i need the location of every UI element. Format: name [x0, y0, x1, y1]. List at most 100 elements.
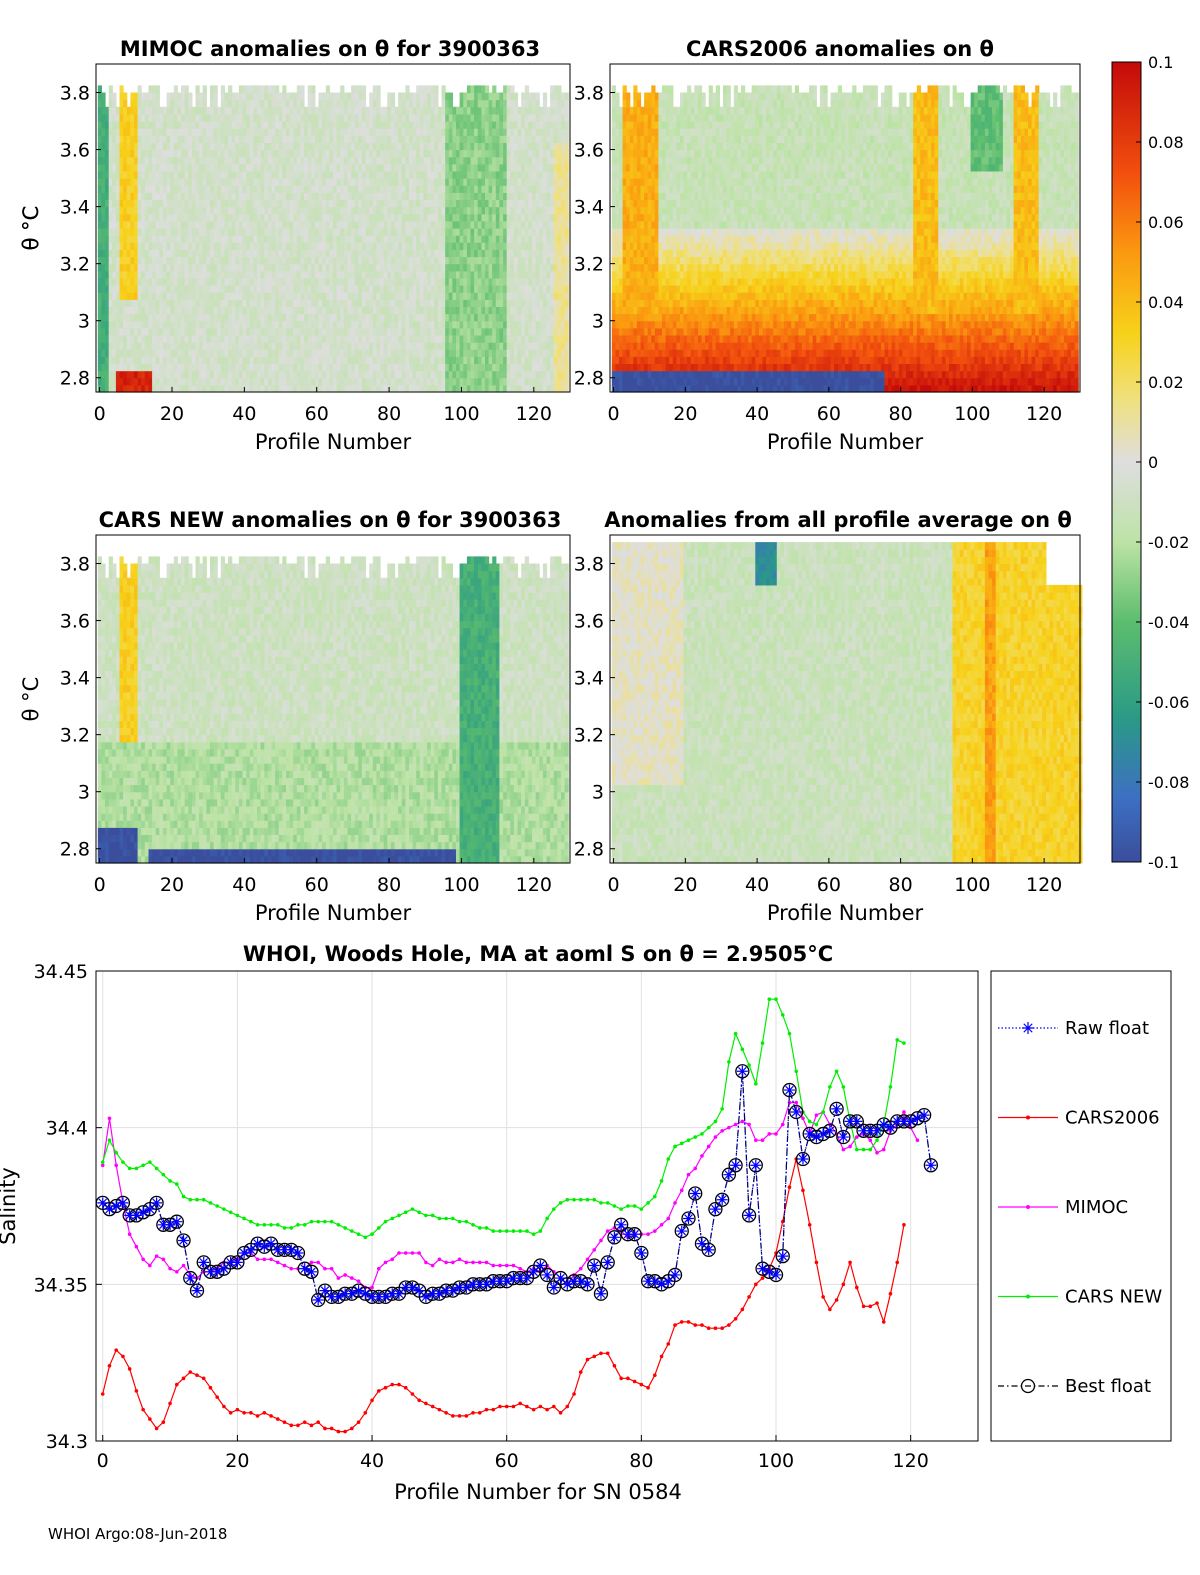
heatmap-cell — [155, 206, 160, 215]
heatmap-cell — [380, 277, 385, 286]
heatmap-cell — [119, 149, 124, 158]
heatmap-cell — [97, 106, 102, 115]
heatmap-cell — [112, 171, 117, 179]
heatmap-cell — [470, 206, 475, 215]
heatmap-cell — [423, 178, 428, 186]
heatmap-cell — [477, 235, 482, 243]
heatmap-cell — [369, 285, 374, 293]
heatmap-cell — [238, 285, 244, 293]
heatmap-cell — [423, 99, 428, 108]
heatmap-cell — [372, 149, 377, 158]
heatmap-cell — [162, 349, 168, 357]
heatmap-cell — [510, 199, 515, 208]
heatmap-cell — [463, 128, 468, 136]
heatmap-cell — [238, 199, 244, 208]
heatmap-cell — [448, 242, 453, 250]
heatmap-cell — [419, 149, 424, 158]
heatmap-cell — [452, 349, 457, 357]
heatmap-cell — [419, 335, 424, 343]
heatmap-cell — [275, 163, 280, 172]
heatmap-cell — [358, 235, 363, 243]
heatmap-cell — [296, 171, 301, 179]
heatmap-cell — [488, 206, 493, 215]
heatmap-cell — [184, 149, 189, 158]
heatmap-cell — [466, 285, 472, 293]
heatmap-cell — [188, 356, 193, 364]
heatmap-cell — [354, 199, 359, 208]
heatmap-cell — [162, 299, 168, 307]
heatmap-cell — [213, 384, 218, 393]
heatmap-cell — [275, 199, 280, 208]
heatmap-cell — [119, 384, 124, 393]
heatmap-cell — [390, 335, 396, 343]
heatmap-cell — [524, 292, 529, 300]
heatmap-cell — [195, 85, 200, 94]
heatmap-cell — [275, 192, 280, 200]
heatmap-cell — [166, 178, 171, 186]
heatmap-cell — [275, 270, 280, 279]
heatmap-cell — [231, 263, 236, 272]
heatmap-cell — [365, 335, 370, 343]
heatmap-cell — [351, 228, 356, 236]
heatmap-cell — [503, 178, 508, 186]
heatmap-cell — [126, 356, 131, 364]
heatmap-cell — [506, 270, 511, 279]
heatmap-cell — [333, 142, 338, 151]
heatmap-cell — [416, 213, 421, 222]
heatmap-cell — [144, 142, 149, 151]
heatmap-cell — [213, 363, 218, 372]
heatmap-cell — [173, 185, 178, 193]
heatmap-cell — [242, 270, 247, 279]
heatmap-cell — [97, 220, 102, 229]
heatmap-cell — [115, 142, 121, 151]
heatmap-cell — [333, 384, 338, 393]
heatmap-cell — [289, 149, 294, 158]
heatmap-cell — [286, 220, 291, 229]
heatmap-cell — [289, 327, 294, 336]
heatmap-cell — [474, 370, 479, 379]
heatmap-cell — [376, 135, 381, 143]
heatmap-cell — [314, 299, 320, 307]
heatmap-cell — [409, 349, 414, 357]
heatmap-cell — [112, 242, 117, 250]
heatmap-cell — [409, 220, 414, 229]
heatmap-cell — [340, 142, 345, 151]
heatmap-cell — [246, 92, 251, 101]
heatmap-cell — [456, 342, 461, 350]
heatmap-cell — [361, 228, 367, 236]
heatmap-cell — [162, 128, 168, 136]
heatmap-cell — [427, 285, 432, 293]
heatmap-cell — [448, 92, 453, 101]
heatmap-cell — [152, 377, 157, 386]
heatmap-cell — [470, 377, 475, 386]
heatmap-cell — [430, 285, 435, 293]
heatmap-cell — [311, 163, 316, 172]
heatmap-cell — [517, 149, 522, 158]
heatmap-cell — [213, 299, 218, 307]
heatmap-cell — [405, 370, 410, 379]
heatmap-cell — [108, 342, 113, 350]
heatmap-cell — [492, 228, 497, 236]
heatmap-cell — [390, 142, 396, 151]
heatmap-cell — [231, 206, 236, 215]
heatmap-cell — [437, 163, 443, 172]
heatmap-cell — [293, 228, 298, 236]
heatmap-cell — [253, 178, 258, 186]
heatmap-cell — [296, 306, 301, 315]
heatmap-cell — [376, 128, 381, 136]
heatmap-cell — [351, 128, 356, 136]
heatmap-cell — [213, 327, 218, 336]
heatmap-cell — [126, 349, 131, 357]
heatmap-cell — [459, 256, 464, 265]
heatmap-cell — [246, 249, 251, 258]
heatmap-cell — [340, 306, 345, 315]
heatmap-cell — [412, 113, 417, 122]
heatmap-cell — [213, 128, 218, 136]
heatmap-cell — [166, 370, 171, 379]
heatmap-cell — [322, 320, 327, 329]
heatmap-cell — [456, 178, 461, 186]
heatmap-cell — [249, 377, 254, 386]
heatmap-cell — [293, 270, 298, 279]
heatmap-cell — [159, 256, 164, 265]
heatmap-cell — [137, 99, 142, 108]
